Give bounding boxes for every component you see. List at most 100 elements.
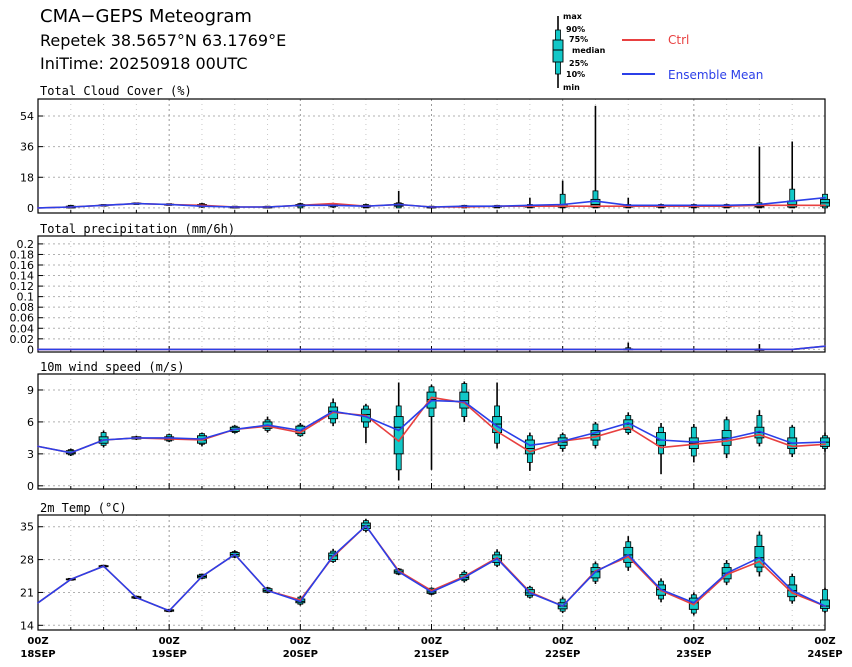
mean-point — [37, 206, 39, 209]
box-plot — [360, 403, 371, 444]
mean-point — [791, 200, 794, 202]
chart-title: CMA−GEPS Meteogram — [40, 6, 252, 27]
box-key-label: max — [563, 12, 583, 21]
mean-point — [397, 348, 400, 351]
mean-point — [365, 348, 367, 351]
y-tick-label: 0.16 — [10, 259, 35, 272]
mean-point — [135, 596, 138, 599]
ctrl-point — [627, 555, 630, 558]
mean-point — [660, 204, 662, 207]
y-tick-label: 0.1 — [17, 291, 35, 304]
y-tick-label: 3 — [27, 448, 34, 461]
mean-point — [266, 424, 269, 427]
mean-point — [233, 553, 236, 556]
ctrl-point — [528, 450, 531, 453]
mean-point — [561, 348, 564, 351]
box-plot — [656, 422, 666, 475]
mean-point — [528, 204, 531, 207]
mean-point — [660, 439, 662, 441]
mean-point — [594, 570, 597, 573]
mean-point — [299, 429, 302, 432]
x-tick-label-date: 24SEP — [807, 649, 842, 660]
mean-point — [463, 348, 466, 351]
mean-point — [824, 605, 826, 607]
y-tick-label: 36 — [20, 141, 34, 154]
mean-point — [201, 348, 203, 351]
x-tick-label-hour: 00Z — [290, 636, 311, 647]
mean-point — [201, 438, 203, 440]
x-tick-label-hour: 00Z — [27, 636, 48, 647]
ctrl-point — [299, 599, 302, 601]
box-plot — [393, 382, 404, 481]
mean-point — [528, 592, 531, 594]
mean-point — [266, 589, 269, 592]
mean-point — [430, 348, 433, 351]
box-25-75 — [524, 439, 535, 455]
x-tick-label-date: 22SEP — [545, 649, 580, 660]
init-time-label: IniTime: 20250918 00UTC — [40, 54, 248, 73]
mean-point — [332, 204, 335, 207]
mean-point — [660, 348, 662, 351]
mean-point — [168, 436, 171, 439]
mean-point — [725, 204, 728, 207]
panel-title-cloud: Total Cloud Cover (%) — [40, 84, 192, 98]
mean-point — [791, 442, 794, 445]
mean-point — [528, 348, 531, 351]
mean-point — [824, 345, 826, 348]
panel-title-wind: 10m wind speed (m/s) — [40, 360, 185, 374]
mean-point — [627, 553, 630, 556]
ctrl-point — [824, 204, 826, 207]
box-10-90 — [789, 188, 796, 209]
y-tick-label: 0.2 — [17, 238, 35, 251]
y-tick-label: 35 — [20, 521, 34, 534]
ctrl-point — [725, 440, 728, 442]
box-plot — [623, 536, 634, 571]
mean-point — [463, 576, 466, 579]
box-key-label: 25% — [569, 59, 588, 68]
mean-point — [332, 348, 335, 351]
mean-point — [299, 600, 302, 603]
mean-point — [463, 205, 466, 208]
y-tick-label: 6 — [27, 416, 34, 429]
ctrl-point — [496, 430, 498, 433]
mean-point — [594, 348, 597, 351]
y-tick-label: 0 — [27, 343, 34, 356]
mean-point — [627, 204, 630, 207]
mean-point — [758, 348, 761, 351]
mean-point — [69, 578, 72, 581]
ctrl-point — [758, 433, 761, 436]
ctrl-point — [824, 443, 826, 446]
ctrl-point — [332, 202, 335, 205]
mean-point — [69, 451, 72, 454]
mean-point — [102, 204, 105, 207]
mean-point — [725, 572, 728, 575]
x-tick-label-hour: 00Z — [552, 636, 573, 647]
y-tick-label: 0.14 — [10, 270, 35, 283]
ctrl-line — [37, 524, 826, 612]
box-plot — [754, 531, 765, 577]
mean-point — [528, 444, 531, 447]
panel-2: 0 3 6 9 — [27, 373, 830, 493]
mean-point — [135, 348, 138, 351]
x-tick-label-hour: 00Z — [683, 636, 704, 647]
mean-point — [824, 441, 826, 444]
ctrl-point — [561, 205, 564, 208]
box-plot — [98, 430, 109, 448]
box-key-label: median — [572, 46, 606, 55]
box-plot — [754, 410, 765, 447]
y-tick-label: 9 — [27, 384, 34, 397]
box-25-75 — [459, 391, 470, 409]
mean-point — [135, 436, 138, 439]
mean-point — [365, 415, 367, 418]
y-tick-label: 54 — [20, 110, 34, 123]
box-10-90 — [559, 193, 566, 209]
mean-point — [201, 575, 203, 578]
mean-point — [627, 348, 630, 351]
mean-point — [299, 204, 302, 207]
box-25-75 — [754, 545, 765, 568]
ensemble-mean-line — [37, 524, 826, 612]
ctrl-point — [430, 396, 433, 399]
mean-point — [102, 348, 105, 351]
mean-point — [430, 399, 433, 402]
